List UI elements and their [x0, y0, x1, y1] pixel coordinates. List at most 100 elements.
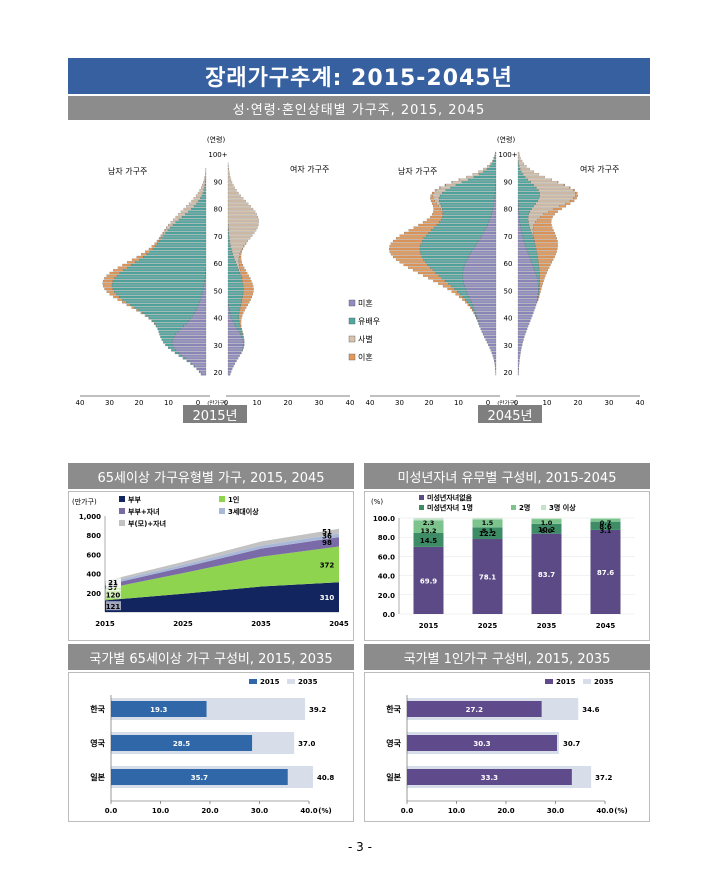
pyramid-male-bar — [439, 194, 495, 197]
pyramid-female-bar — [227, 269, 239, 272]
stacked-bar-segment — [531, 533, 562, 614]
pyramid-female-bar — [528, 213, 544, 216]
pyramid-male-bar — [495, 367, 497, 371]
pyramid-female-bar — [537, 218, 552, 221]
data-label: 8.6 — [599, 523, 612, 531]
pyramid-age-tick: 50 — [214, 287, 223, 295]
pyramid-female-bar — [228, 303, 242, 307]
pyramid-female-bar — [235, 261, 239, 264]
pyramid-male-bar — [483, 231, 497, 235]
pyramid-male-bar — [197, 306, 207, 309]
pyramid-female-bar — [533, 237, 557, 240]
pyramid-male-bar — [457, 290, 467, 293]
pyramid-female-bar — [517, 210, 519, 213]
area-series — [105, 528, 339, 584]
category-label: 한국 — [90, 704, 105, 714]
legend-label: 부(모)+자녀 — [128, 519, 166, 528]
pyramid-x-tick: 10 — [253, 399, 262, 407]
pyramid-female-bar — [517, 359, 520, 363]
pyramid-male-bar — [493, 205, 497, 208]
pyramid-age-tick: 60 — [214, 260, 223, 268]
pyramid-male-bar — [196, 202, 207, 205]
pyramid-male-bar — [447, 287, 455, 291]
pyramid-male-bar — [390, 242, 421, 245]
y-tick: 80.0 — [378, 534, 395, 542]
country-65plus-panel: 2015 2035 한국 39.2 19.3 영국 37.0 28.5 일본 40.8 35.7 0.… — [68, 672, 354, 822]
data-label: 78.1 — [479, 574, 496, 582]
pyramid-female-bar — [227, 173, 230, 176]
legend-swatch — [219, 508, 225, 514]
pyramid-female-bar — [517, 346, 522, 349]
pyramid-unit-top: (연령) — [207, 136, 226, 144]
pyramid-male-bar — [494, 154, 497, 157]
pyramid-male-bar — [171, 349, 177, 352]
pyramid-female-bar — [240, 325, 242, 328]
pyramid-male-bar — [482, 333, 497, 336]
minor-children-title: 미성년자녀 유무별 구성비, 2015-2045 — [364, 463, 650, 489]
pyramid-male-bar — [204, 183, 207, 187]
pyramid-female-bar — [517, 338, 524, 341]
legend-label: 미성년자녀없음 — [427, 493, 473, 502]
pyramid-female-bar — [517, 325, 529, 328]
pyramid-male-bar — [117, 298, 123, 301]
data-label: 14.5 — [420, 537, 437, 545]
stacked-bar-segment — [531, 518, 562, 520]
pyramid-female-bar — [517, 237, 524, 240]
pyramid-male-bar — [158, 237, 161, 240]
y-tick: 100.0 — [373, 515, 395, 523]
pyramid-male-bar — [160, 234, 163, 237]
pyramid-female-bar — [242, 282, 253, 285]
pyramid-female-bar — [559, 205, 567, 208]
pyramid-age-tick: 40 — [214, 315, 223, 323]
pyramid-female-bar — [227, 231, 229, 235]
pyramid-female-bar — [517, 255, 530, 259]
pyramid-male-bar — [193, 365, 195, 368]
pyramid-male-bar — [167, 229, 207, 232]
pyramid-age-tick: 20 — [504, 369, 513, 377]
pyramid-female-bar — [242, 293, 253, 296]
pyramid-female-bar — [517, 306, 536, 309]
pyramid-female-bar — [228, 223, 259, 227]
pyramid-female-bar — [227, 261, 236, 264]
pyramid-male-bar — [418, 223, 437, 227]
pyramid-male-bar — [104, 287, 113, 291]
pyramid-female-bar — [238, 258, 242, 261]
pyramid-female-bar — [528, 221, 536, 224]
pyramid-female-bar — [227, 354, 240, 357]
pyramid-male-bar — [490, 349, 497, 352]
data-label: 1.5 — [482, 519, 494, 527]
pyramid-female-bar — [227, 189, 237, 192]
pyramid-male-bar — [489, 346, 497, 349]
pyramid-male-bar — [465, 261, 497, 264]
pyramid-male-bar — [204, 279, 207, 283]
pyramid-male-bar — [175, 221, 207, 224]
pyramid-male-bar — [420, 253, 471, 256]
pyramid-male-bar — [165, 343, 173, 347]
pyramid-female-bar — [533, 226, 553, 229]
pyramid-male-bar — [202, 290, 207, 293]
pyramid-female-bar — [517, 218, 520, 221]
pyramid-male-bar — [436, 189, 446, 192]
area-series — [105, 537, 339, 589]
pyramid-female-bar — [523, 237, 534, 240]
data-label-2045: 98 — [322, 539, 332, 547]
legend-swatch — [419, 505, 424, 510]
pyramid-female-bar — [538, 293, 540, 296]
pyramid-male-bar — [135, 261, 207, 264]
pyramid-male-bar — [428, 277, 442, 280]
pyramid-male-bar — [122, 298, 201, 301]
pyramid-female-bar — [517, 186, 537, 189]
pyramid-male-bar — [163, 341, 173, 344]
data-label-2035: 37.0 — [298, 740, 315, 748]
pyramid-female-bar — [239, 255, 242, 259]
year-tag-2015: 2015년 — [183, 405, 247, 424]
pyramid-male-bar — [163, 234, 207, 237]
pyramid-female-bar — [227, 317, 232, 320]
pyramid-male-bar — [204, 277, 207, 280]
pyramid-female-bar — [534, 239, 558, 243]
pyramid-male-bar — [191, 207, 207, 211]
pyramid-female-bar — [517, 343, 523, 347]
pyramid-female-bar — [518, 205, 534, 208]
pyramid-male-bar — [104, 277, 115, 280]
country-single-panel: 2015 2035 한국 34.6 27.2 영국 30.7 30.3 일본 37.2 33.3 0.… — [364, 672, 650, 822]
